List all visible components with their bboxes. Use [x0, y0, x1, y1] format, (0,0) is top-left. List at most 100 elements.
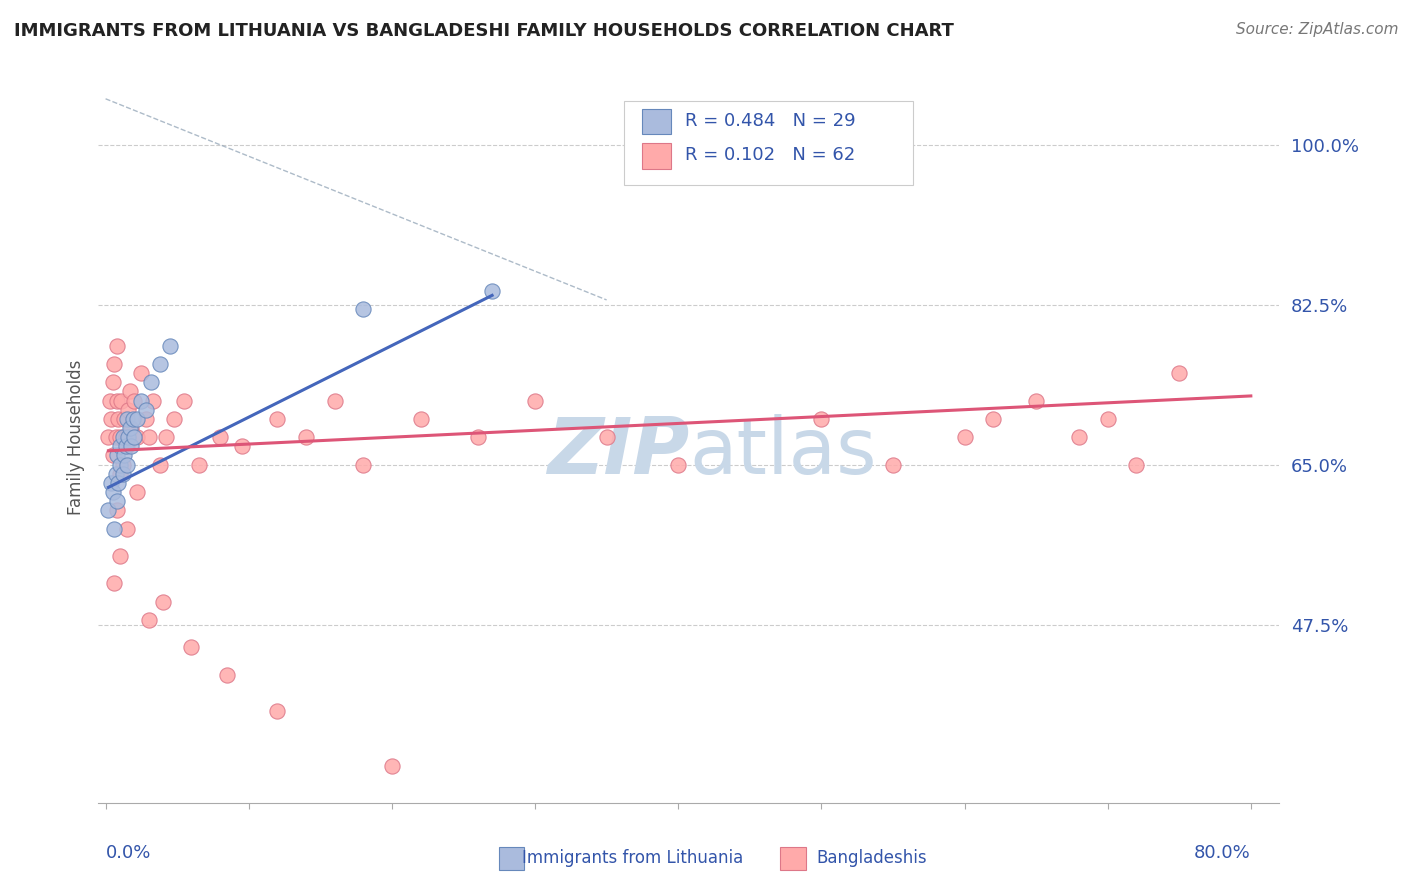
Point: [108, 549, 131, 563]
Point: [142, 393, 165, 408]
Point: [118, 384, 141, 399]
Point: [187, 458, 209, 472]
Point: [323, 393, 346, 408]
Point: [125, 485, 148, 500]
Point: [117, 402, 139, 417]
Point: [666, 458, 689, 472]
Point: [381, 759, 404, 773]
Point: [108, 439, 131, 453]
Point: [105, 339, 128, 353]
Text: IMMIGRANTS FROM LITHUANIA VS BANGLADESHI FAMILY HOUSEHOLDS CORRELATION CHART: IMMIGRANTS FROM LITHUANIA VS BANGLADESHI…: [14, 22, 953, 40]
Point: [108, 430, 131, 444]
FancyBboxPatch shape: [624, 101, 914, 185]
Point: [217, 667, 239, 682]
Point: [135, 402, 157, 417]
Point: [163, 412, 186, 426]
Point: [103, 357, 125, 371]
Point: [155, 430, 177, 444]
Point: [122, 393, 145, 408]
Point: [231, 439, 253, 453]
Point: [131, 393, 153, 408]
Point: [115, 412, 138, 426]
Point: [107, 412, 129, 426]
Text: 80.0%: 80.0%: [1194, 844, 1251, 862]
Point: [1125, 458, 1147, 472]
Text: ZIP: ZIP: [547, 414, 689, 490]
Y-axis label: Family Households: Family Households: [66, 359, 84, 515]
Point: [100, 412, 122, 426]
Point: [1097, 412, 1119, 426]
Point: [98, 393, 121, 408]
Point: [111, 467, 134, 481]
Text: Immigrants from Lithuania: Immigrants from Lithuania: [522, 849, 744, 867]
Point: [100, 475, 122, 490]
Point: [97, 430, 120, 444]
Point: [149, 357, 172, 371]
Bar: [780, 847, 806, 870]
Point: [115, 458, 138, 472]
Point: [1168, 366, 1191, 380]
Point: [149, 458, 172, 472]
Text: Source: ZipAtlas.com: Source: ZipAtlas.com: [1236, 22, 1399, 37]
Point: [114, 439, 136, 453]
Point: [104, 430, 127, 444]
Point: [111, 458, 134, 472]
Point: [141, 376, 163, 390]
Point: [103, 521, 125, 535]
Point: [209, 430, 232, 444]
Point: [111, 430, 134, 444]
Point: [1025, 393, 1047, 408]
Text: 0.0%: 0.0%: [105, 844, 150, 862]
Point: [114, 430, 136, 444]
Point: [125, 430, 148, 444]
Point: [103, 576, 125, 591]
Point: [266, 705, 288, 719]
Point: [104, 467, 127, 481]
Point: [105, 503, 128, 517]
Point: [120, 439, 142, 453]
Point: [105, 393, 128, 408]
Point: [122, 430, 145, 444]
Point: [125, 412, 148, 426]
FancyBboxPatch shape: [641, 109, 671, 135]
Point: [108, 458, 131, 472]
Text: Bangladeshis: Bangladeshis: [817, 849, 927, 867]
Point: [352, 458, 374, 472]
Point: [524, 393, 547, 408]
Point: [180, 640, 202, 655]
Point: [117, 430, 139, 444]
Point: [97, 503, 120, 517]
Point: [409, 412, 432, 426]
Point: [135, 412, 157, 426]
Point: [120, 421, 142, 435]
Point: [110, 393, 132, 408]
Point: [115, 439, 138, 453]
Point: [953, 430, 976, 444]
Point: [882, 458, 904, 472]
Point: [173, 393, 195, 408]
Point: [107, 475, 129, 490]
Point: [105, 494, 128, 508]
Point: [467, 430, 489, 444]
Point: [138, 430, 160, 444]
Point: [101, 485, 124, 500]
Point: [595, 430, 617, 444]
Point: [112, 412, 135, 426]
Point: [138, 613, 160, 627]
Point: [101, 449, 124, 463]
Text: atlas: atlas: [689, 414, 876, 490]
Point: [118, 421, 141, 435]
Text: R = 0.102   N = 62: R = 0.102 N = 62: [685, 146, 856, 164]
FancyBboxPatch shape: [641, 143, 671, 169]
Point: [101, 376, 124, 390]
Point: [105, 449, 128, 463]
Point: [266, 412, 288, 426]
Point: [295, 430, 318, 444]
Point: [121, 412, 143, 426]
Point: [981, 412, 1004, 426]
Point: [1067, 430, 1090, 444]
Point: [152, 595, 174, 609]
Point: [108, 467, 131, 481]
Text: R = 0.484   N = 29: R = 0.484 N = 29: [685, 112, 856, 130]
Point: [131, 366, 153, 380]
